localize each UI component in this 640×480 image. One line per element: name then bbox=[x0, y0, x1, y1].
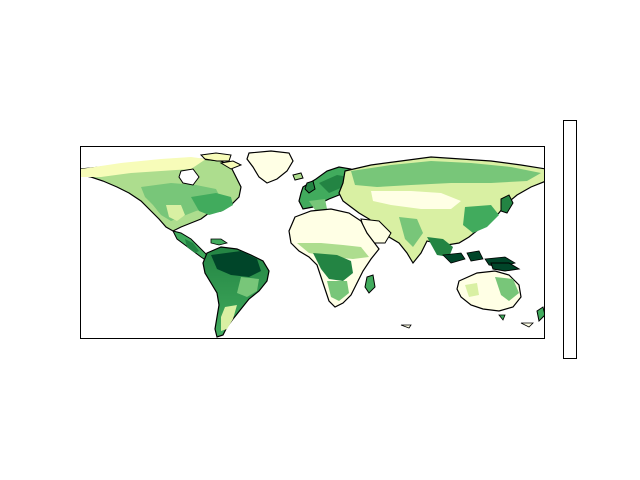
greenland bbox=[246, 150, 294, 184]
south-america bbox=[202, 246, 270, 338]
africa bbox=[288, 208, 380, 308]
north-america bbox=[81, 157, 242, 262]
map-canvas bbox=[81, 150, 544, 338]
colorbar bbox=[563, 120, 577, 359]
australia bbox=[456, 262, 544, 323]
asia bbox=[338, 156, 544, 268]
antarctic-fragments bbox=[400, 322, 534, 329]
arctic-islands bbox=[199, 152, 243, 170]
world-ndvi-map bbox=[80, 146, 545, 339]
